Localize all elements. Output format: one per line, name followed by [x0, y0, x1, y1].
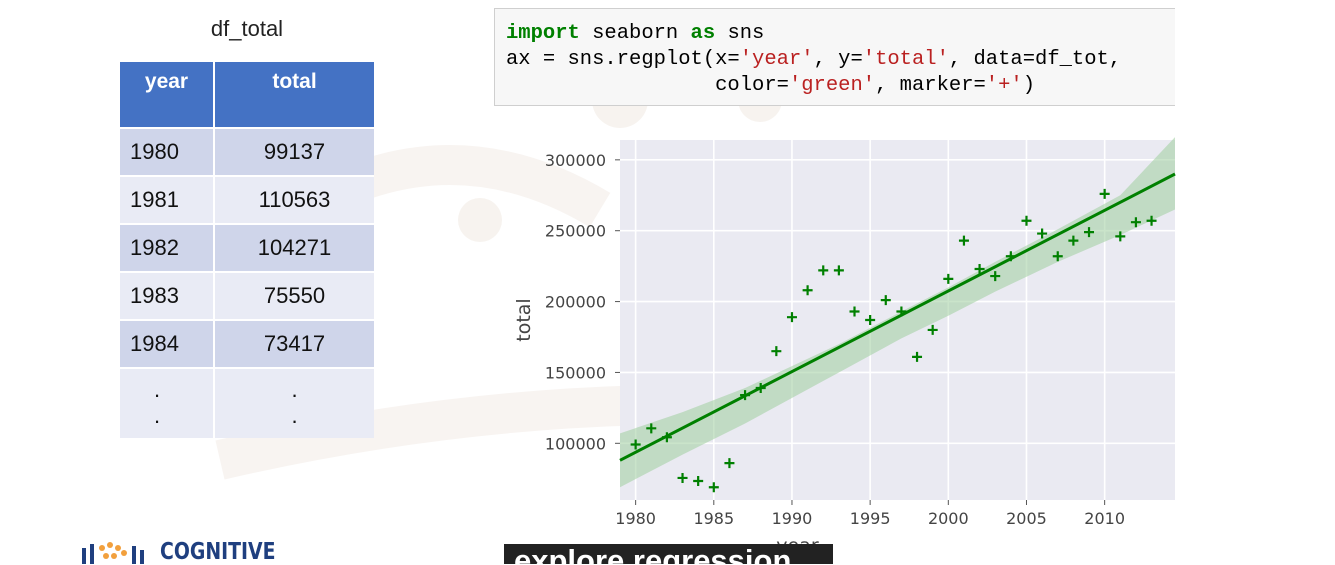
code-keyword: as — [690, 22, 716, 45]
y-tick-label: 200000 — [545, 293, 606, 312]
data-point — [818, 265, 829, 276]
data-point — [646, 423, 657, 434]
code-string: 'total' — [862, 48, 949, 71]
table-row: 1982 104271 — [120, 223, 374, 272]
data-point — [1037, 228, 1048, 239]
data-point — [1099, 188, 1110, 199]
data-point — [943, 273, 954, 284]
data-point — [786, 312, 797, 323]
code-text: , marker= — [875, 74, 986, 97]
x-tick-label: 1995 — [850, 509, 891, 528]
data-point — [755, 383, 766, 394]
x-tick-label: 1980 — [615, 509, 656, 528]
data-point — [1130, 217, 1141, 228]
data-point — [1146, 215, 1157, 226]
data-point — [1052, 251, 1063, 262]
x-tick-label: 2010 — [1084, 509, 1125, 528]
data-point — [708, 482, 719, 493]
caption-text: explore regression — [514, 544, 792, 564]
data-point — [849, 306, 860, 317]
logo-text: COGNITIVE — [160, 539, 276, 565]
x-tick-label: 2000 — [928, 509, 969, 528]
cell-year: 1982 — [120, 223, 215, 272]
data-point — [1005, 251, 1016, 262]
y-tick-label: 300000 — [545, 151, 606, 170]
regression-line — [619, 172, 1176, 462]
logo-mark-icon — [82, 542, 144, 564]
data-point — [990, 271, 1001, 282]
x-tick-label: 1990 — [772, 509, 813, 528]
confidence-band — [620, 137, 1175, 488]
data-point — [724, 458, 735, 469]
data-point — [880, 295, 891, 306]
code-text: , data=df_tot, — [948, 48, 1122, 71]
column-header-total: total — [214, 62, 374, 128]
code-text: seaborn — [579, 22, 691, 45]
data-point — [1084, 227, 1095, 238]
data-point — [865, 315, 876, 325]
table-title: df_total — [210, 16, 284, 41]
table-row: 1984 73417 — [120, 319, 374, 368]
data-point — [958, 235, 969, 246]
cell-total: 99137 — [214, 127, 374, 176]
data-point — [740, 390, 751, 401]
column-header-year: year — [120, 62, 215, 128]
data-point — [661, 432, 672, 443]
code-text: ) — [1022, 74, 1036, 97]
x-tick-label: 1985 — [693, 509, 734, 528]
table-header-row: year total — [120, 62, 374, 128]
cell-year: 1980 — [120, 127, 215, 176]
data-point — [802, 285, 813, 296]
cell-total: 110563 — [214, 175, 374, 224]
code-text: ax = sns.regplot(x= — [506, 48, 740, 71]
y-tick-label: 100000 — [545, 434, 606, 453]
table-row: 1981 110563 — [120, 175, 374, 224]
y-axis-label: total — [513, 298, 535, 341]
data-point — [693, 475, 704, 486]
data-point — [630, 439, 641, 450]
data-point — [1115, 231, 1126, 242]
y-tick-label: 250000 — [545, 222, 606, 241]
y-tick-label: 150000 — [545, 363, 606, 382]
code-keyword: import — [506, 22, 580, 45]
data-point — [677, 472, 688, 483]
table-row: 1980 99137 — [120, 127, 374, 176]
cell-total: 73417 — [214, 319, 374, 368]
cell-year: 1984 — [120, 319, 215, 368]
regression-chart: 1980 1985 1990 1995 2000 2005 2010 100000 150000… — [513, 137, 1176, 557]
code-text: color= — [506, 74, 789, 97]
data-point — [912, 351, 923, 362]
code-text: sns — [715, 22, 765, 45]
data-point — [896, 306, 907, 317]
cell-ellipsis: . . — [120, 367, 215, 438]
code-cell[interactable]: import seaborn as sns ax = sns.regplot(x… — [494, 8, 1175, 106]
data-point — [833, 265, 844, 276]
data-point — [1068, 235, 1079, 246]
cell-ellipsis: . . — [214, 367, 374, 438]
code-string: 'green' — [788, 74, 876, 97]
cell-year: 1983 — [120, 271, 215, 320]
data-table: year total 1980 99137 1981 110563 1982 1… — [120, 62, 374, 438]
code-string: 'year' — [739, 48, 814, 71]
table-ellipsis-row: . . . . — [120, 367, 374, 438]
data-point — [927, 324, 938, 335]
data-point — [1021, 215, 1032, 226]
table-row: 1983 75550 — [120, 271, 374, 320]
code-string: '+' — [985, 74, 1023, 97]
data-point — [974, 263, 985, 274]
cell-year: 1981 — [120, 175, 215, 224]
x-tick-label: 2005 — [1006, 509, 1047, 528]
data-point — [771, 346, 782, 357]
video-caption: explore regression — [504, 544, 833, 564]
code-block: import seaborn as sns ax = sns.regplot(x… — [495, 9, 1175, 99]
cell-total: 104271 — [214, 223, 374, 272]
code-text: , y= — [813, 48, 863, 71]
logo: COGNITIVE — [82, 540, 301, 564]
cell-total: 75550 — [214, 271, 374, 320]
